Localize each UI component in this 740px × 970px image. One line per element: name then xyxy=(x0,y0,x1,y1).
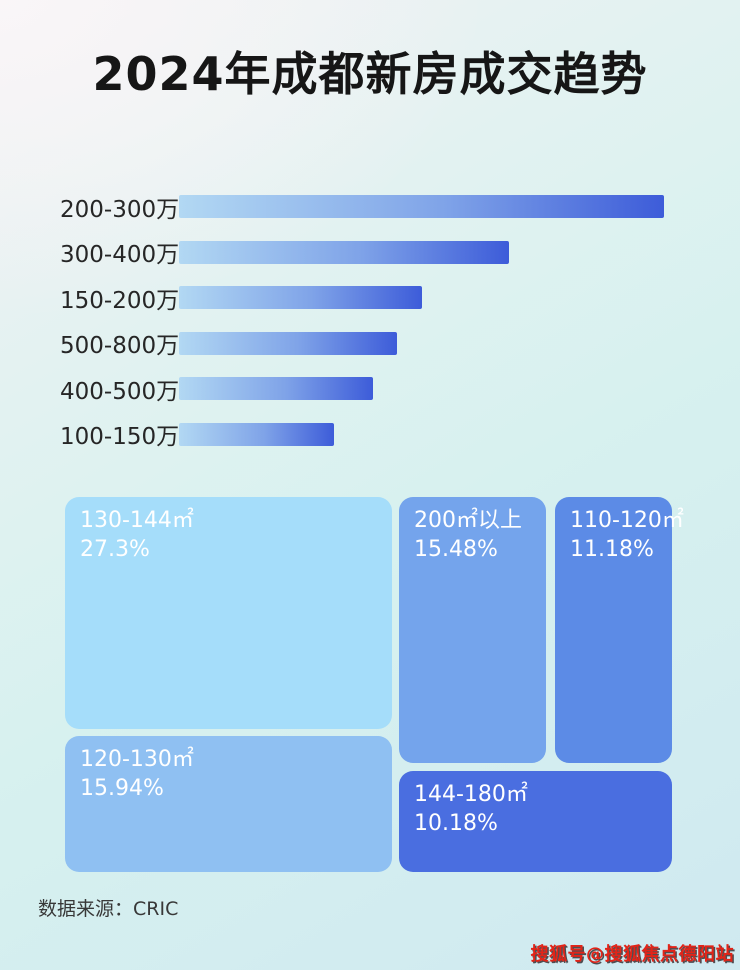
bar-category-label: 300-400万 xyxy=(60,242,180,269)
bar-category-label: 200-300万 xyxy=(60,196,180,223)
treemap-block-label: 200㎡以上 xyxy=(414,508,522,533)
bar-track xyxy=(179,377,740,401)
watermark: 搜狐号@搜狐焦点德阳站 xyxy=(530,944,734,965)
treemap-block-label: 130-144㎡ xyxy=(80,508,194,533)
data-source-label: 数据来源：CRIC xyxy=(38,898,179,920)
treemap-block-label: 120-130㎡ xyxy=(80,747,194,772)
bar-category-label: 150-200万 xyxy=(60,287,180,314)
price-range-bar-chart: 200-300万 300-400万 150-200万 500-800万 400-500万… xyxy=(0,184,740,457)
treemap-block-percent: 11.18% xyxy=(570,537,654,563)
bar-track xyxy=(179,422,740,446)
bar xyxy=(179,422,335,446)
treemap-block-percent: 10.18% xyxy=(414,811,498,837)
bar xyxy=(179,286,422,310)
treemap-block-label: 110-120㎡ xyxy=(570,508,684,533)
bar-row: 400-500万 xyxy=(0,366,740,412)
treemap-block-label: 144-180㎡ xyxy=(414,782,528,807)
bar-track xyxy=(179,331,740,355)
treemap-block-percent: 27.3% xyxy=(80,537,150,563)
page-title: 2024年成都新房成交趋势 xyxy=(92,47,648,101)
treemap-block: 144-180㎡ 10.18% xyxy=(399,771,672,872)
treemap-block-percent: 15.48% xyxy=(414,537,498,563)
bar xyxy=(179,240,509,264)
bar-track xyxy=(179,240,740,264)
bar xyxy=(179,377,373,401)
bar-row: 300-400万 xyxy=(0,230,740,276)
treemap-block: 120-130㎡ 15.94% xyxy=(65,736,392,872)
bar-row: 500-800万 xyxy=(0,321,740,367)
bar-category-label: 500-800万 xyxy=(60,333,180,360)
treemap-block: 200㎡以上 15.48% xyxy=(399,497,546,763)
unit-size-treemap: 130-144㎡ 27.3% 120-130㎡ 15.94% 200㎡以上 15.48% 1… xyxy=(65,497,684,872)
treemap-block: 110-120㎡ 11.18% xyxy=(555,497,684,763)
bar-track xyxy=(179,286,740,310)
bar xyxy=(179,195,664,219)
bar-row: 100-150万 xyxy=(0,412,740,458)
bar-track xyxy=(179,195,740,219)
bar-category-label: 400-500万 xyxy=(60,378,180,405)
treemap-block-percent: 15.94% xyxy=(80,776,164,802)
bar xyxy=(179,331,398,355)
bar-row: 150-200万 xyxy=(0,275,740,321)
treemap-block: 130-144㎡ 27.3% xyxy=(65,497,392,729)
bar-category-label: 100-150万 xyxy=(60,424,180,451)
bar-row: 200-300万 xyxy=(0,184,740,230)
